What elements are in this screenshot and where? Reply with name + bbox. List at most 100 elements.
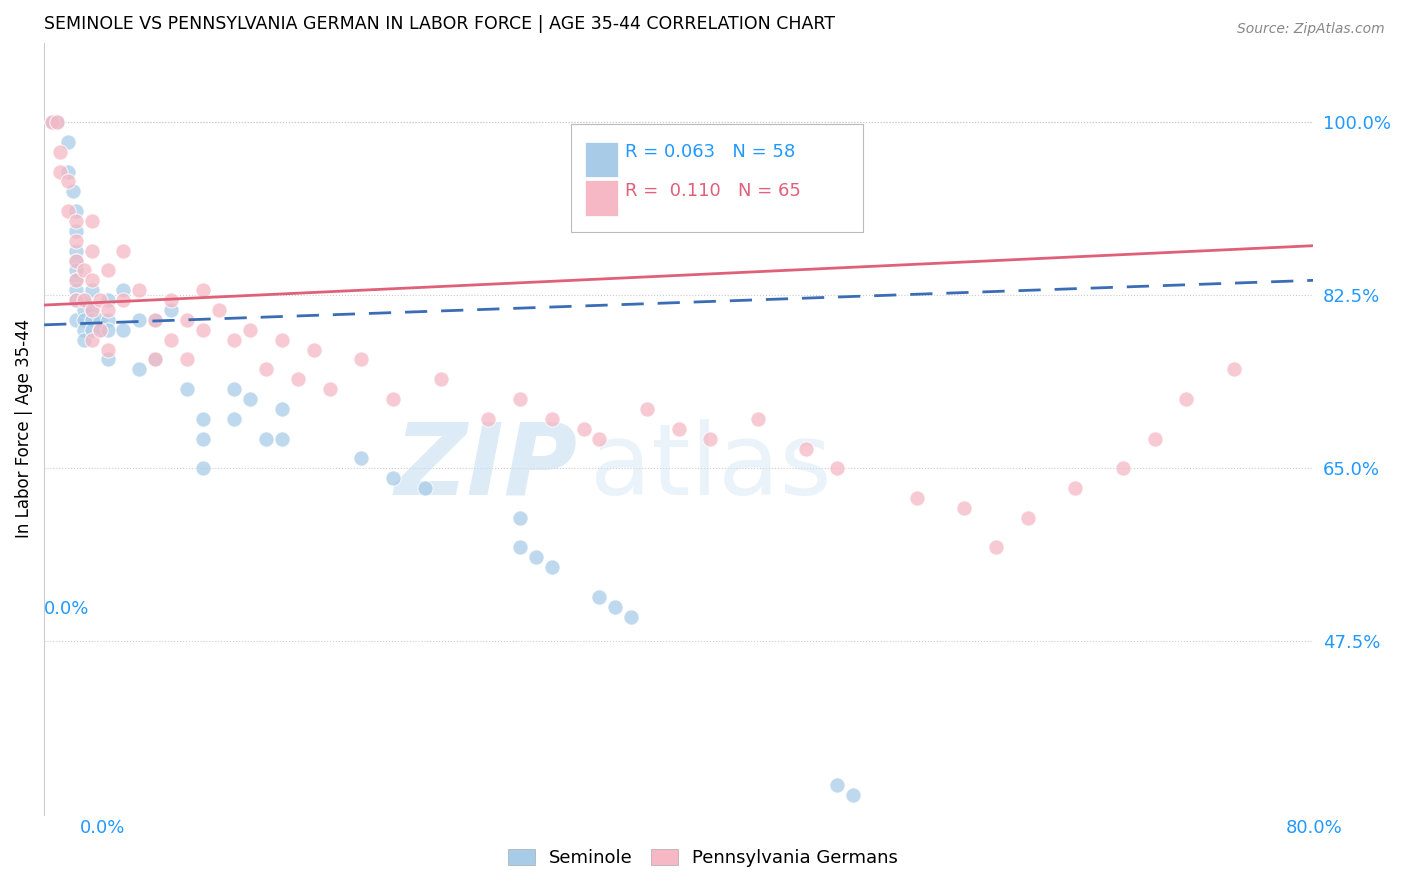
Point bbox=[429, 372, 451, 386]
Point bbox=[382, 471, 405, 485]
Point bbox=[302, 343, 325, 357]
Point bbox=[160, 333, 183, 347]
Point bbox=[65, 273, 87, 287]
Point bbox=[97, 263, 120, 277]
Point bbox=[97, 293, 120, 307]
Point bbox=[318, 382, 340, 396]
Point bbox=[160, 293, 183, 307]
Point bbox=[287, 372, 309, 386]
Point bbox=[509, 541, 531, 555]
Point bbox=[97, 352, 120, 367]
Point bbox=[80, 283, 103, 297]
Point bbox=[80, 303, 103, 318]
Text: atlas: atlas bbox=[591, 419, 831, 516]
Point bbox=[224, 412, 246, 426]
Point bbox=[984, 541, 1007, 555]
Point bbox=[65, 214, 87, 228]
Point bbox=[112, 323, 135, 337]
Point bbox=[1017, 510, 1039, 524]
Point bbox=[80, 244, 103, 258]
Point bbox=[827, 778, 849, 792]
Text: 0.0%: 0.0% bbox=[44, 600, 90, 618]
Point bbox=[842, 788, 865, 802]
Point bbox=[254, 362, 277, 376]
Point bbox=[588, 432, 610, 446]
Point bbox=[191, 461, 214, 475]
Point bbox=[56, 135, 79, 149]
Point bbox=[112, 283, 135, 297]
Text: R =  0.110   N = 65: R = 0.110 N = 65 bbox=[626, 182, 801, 200]
Point bbox=[65, 253, 87, 268]
Point bbox=[271, 432, 294, 446]
Point bbox=[176, 382, 198, 396]
Point bbox=[65, 273, 87, 287]
Point bbox=[73, 323, 96, 337]
Point bbox=[794, 442, 817, 456]
Point bbox=[89, 323, 111, 337]
Point bbox=[350, 352, 373, 367]
Point bbox=[80, 313, 103, 327]
Point bbox=[112, 293, 135, 307]
Point bbox=[176, 313, 198, 327]
Point bbox=[56, 204, 79, 219]
Point bbox=[89, 323, 111, 337]
Point bbox=[271, 333, 294, 347]
Point bbox=[540, 412, 562, 426]
Point bbox=[49, 145, 72, 159]
Point bbox=[509, 392, 531, 406]
Point bbox=[80, 214, 103, 228]
Point bbox=[143, 313, 166, 327]
Point bbox=[239, 392, 262, 406]
Legend: Seminole, Pennsylvania Germans: Seminole, Pennsylvania Germans bbox=[501, 841, 905, 874]
Point bbox=[588, 590, 610, 604]
Point bbox=[524, 550, 547, 565]
Point bbox=[207, 303, 229, 318]
Point bbox=[80, 273, 103, 287]
Text: SEMINOLE VS PENNSYLVANIA GERMAN IN LABOR FORCE | AGE 35-44 CORRELATION CHART: SEMINOLE VS PENNSYLVANIA GERMAN IN LABOR… bbox=[44, 15, 835, 33]
Point bbox=[80, 323, 103, 337]
Point bbox=[65, 253, 87, 268]
Point bbox=[540, 560, 562, 574]
Point bbox=[56, 174, 79, 188]
Text: R = 0.063   N = 58: R = 0.063 N = 58 bbox=[626, 144, 796, 161]
Point bbox=[97, 303, 120, 318]
Point bbox=[1112, 461, 1135, 475]
Point bbox=[89, 313, 111, 327]
Point bbox=[45, 115, 67, 129]
Point bbox=[128, 313, 150, 327]
Point bbox=[73, 263, 96, 277]
Point bbox=[62, 184, 84, 198]
Point bbox=[73, 293, 96, 307]
Text: 80.0%: 80.0% bbox=[1286, 819, 1343, 837]
Point bbox=[477, 412, 499, 426]
Point bbox=[73, 313, 96, 327]
Point bbox=[56, 164, 79, 178]
Point bbox=[572, 422, 595, 436]
Point bbox=[191, 412, 214, 426]
Point bbox=[73, 303, 96, 318]
Point bbox=[41, 115, 63, 129]
Point bbox=[1223, 362, 1246, 376]
Point bbox=[254, 432, 277, 446]
Point bbox=[747, 412, 769, 426]
Point bbox=[65, 283, 87, 297]
Point bbox=[239, 323, 262, 337]
Point bbox=[65, 313, 87, 327]
Point bbox=[350, 451, 373, 466]
FancyBboxPatch shape bbox=[585, 142, 617, 178]
Point bbox=[65, 234, 87, 248]
Point bbox=[128, 362, 150, 376]
Point bbox=[80, 333, 103, 347]
Point bbox=[1175, 392, 1198, 406]
Point bbox=[45, 115, 67, 129]
Point bbox=[620, 609, 643, 624]
Point bbox=[191, 323, 214, 337]
Point bbox=[224, 382, 246, 396]
Point bbox=[1064, 481, 1087, 495]
Point bbox=[413, 481, 436, 495]
Point bbox=[73, 333, 96, 347]
Point bbox=[65, 204, 87, 219]
Point bbox=[97, 323, 120, 337]
Point bbox=[382, 392, 405, 406]
Point bbox=[160, 303, 183, 318]
